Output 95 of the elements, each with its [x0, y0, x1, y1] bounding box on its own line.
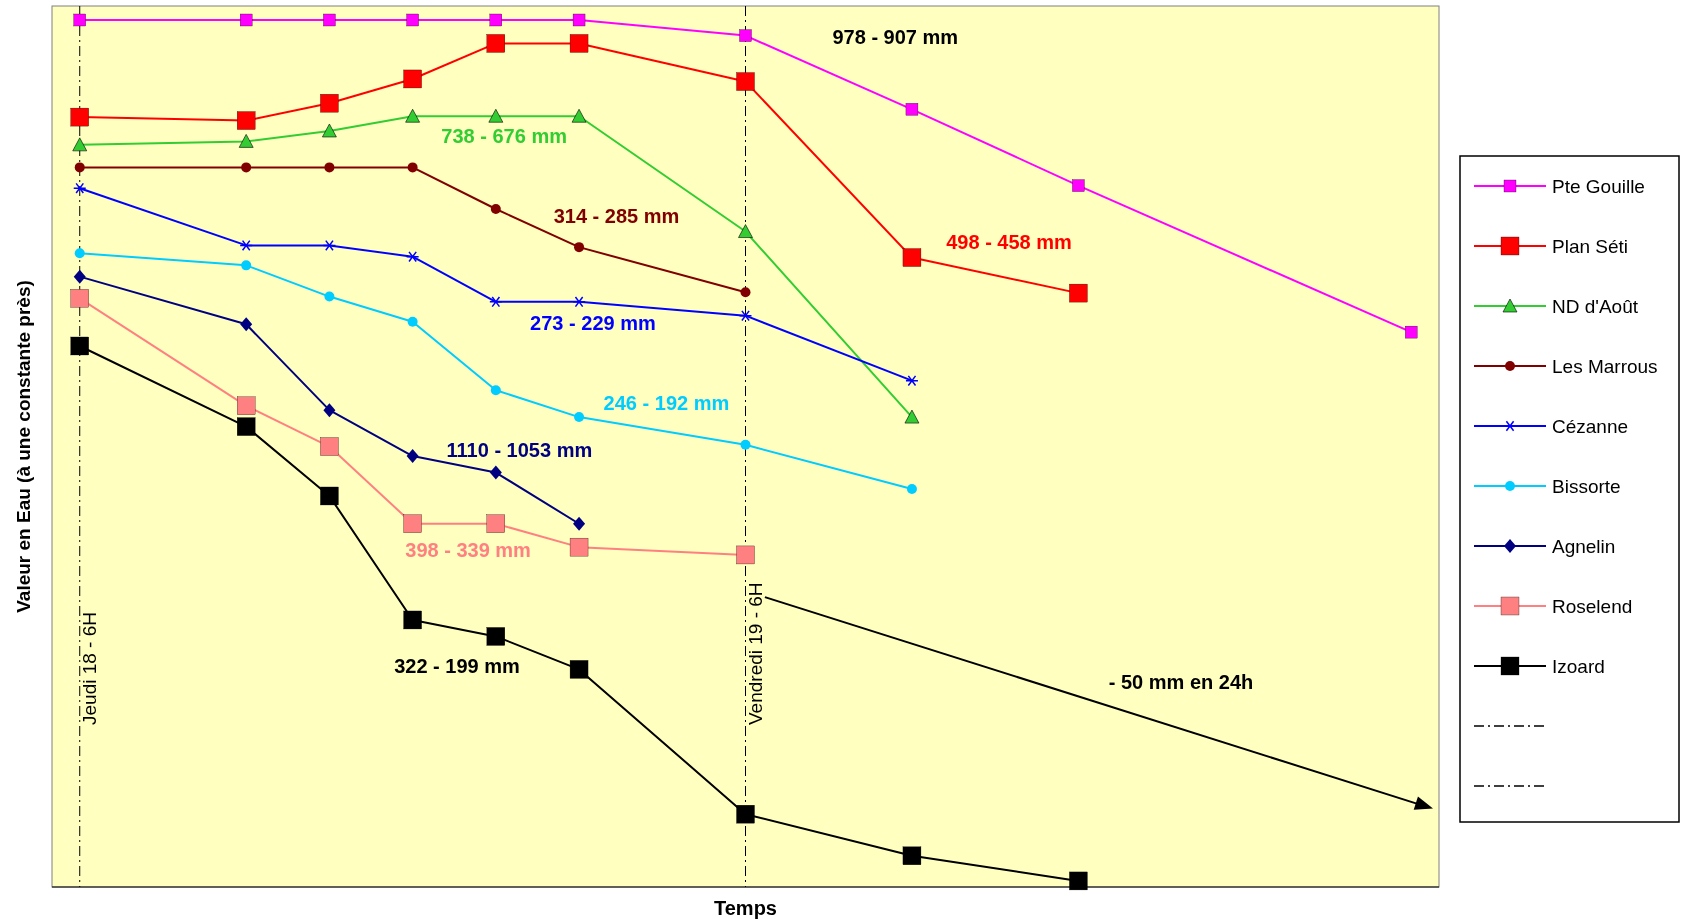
point — [738, 224, 753, 238]
legend-label: Izoard — [1552, 655, 1605, 677]
point — [324, 291, 335, 302]
point — [572, 13, 586, 27]
point — [407, 316, 418, 327]
x-axis-title: Temps — [714, 897, 777, 919]
point — [574, 412, 585, 423]
point — [73, 269, 86, 284]
point — [240, 13, 253, 27]
point — [403, 69, 422, 89]
annotation: 314 - 285 mm — [553, 204, 680, 227]
point — [1069, 871, 1088, 891]
point — [239, 239, 253, 251]
legend-label: Pte Gouille — [1552, 175, 1645, 197]
annotation: 1110 - 1053 mm — [446, 439, 593, 462]
annotation: 246 - 192 mm — [603, 392, 730, 415]
legend-label: Roselend — [1552, 595, 1633, 617]
point — [486, 627, 505, 646]
y-axis-title: Valeur en Eau (à une constante près) — [13, 280, 34, 613]
point — [70, 107, 89, 127]
annotation: Vendredi 19 - 6H — [744, 582, 766, 725]
point — [489, 13, 502, 27]
point — [320, 486, 339, 506]
point — [1069, 283, 1088, 303]
point — [740, 439, 751, 450]
point — [902, 846, 922, 865]
point — [486, 34, 505, 53]
point — [902, 248, 922, 267]
point — [738, 310, 753, 322]
point — [74, 248, 85, 259]
point — [237, 111, 256, 130]
point — [572, 296, 586, 308]
point — [490, 385, 501, 396]
point — [405, 251, 420, 263]
point — [571, 108, 587, 123]
point — [740, 287, 751, 298]
point — [488, 108, 504, 123]
point — [406, 449, 419, 464]
point — [569, 660, 589, 679]
point — [241, 260, 252, 271]
point — [904, 409, 920, 424]
point — [1405, 325, 1418, 339]
point — [569, 537, 589, 557]
point — [486, 514, 505, 533]
legend-label: Bissorte — [1552, 475, 1621, 497]
point — [574, 242, 585, 253]
point — [490, 204, 501, 215]
annotation: 978 - 907 mm — [832, 25, 959, 48]
point — [72, 137, 88, 152]
legend-label: Plan Séti — [1552, 235, 1629, 257]
point — [237, 417, 256, 436]
point — [1072, 179, 1085, 192]
point — [573, 516, 586, 531]
point — [407, 162, 418, 173]
point — [736, 805, 755, 824]
point — [322, 239, 337, 251]
point — [739, 29, 752, 42]
annotation: - 50 mm en 24h — [1108, 670, 1254, 693]
point — [324, 162, 335, 173]
point — [323, 403, 336, 418]
point — [406, 13, 419, 27]
annotation: 498 - 458 mm — [946, 231, 1072, 254]
point — [70, 336, 89, 356]
point — [489, 465, 502, 480]
legend-label: ND d'Août — [1552, 295, 1639, 317]
annotation: 398 - 339 mm — [405, 539, 531, 562]
point — [320, 437, 339, 456]
point — [403, 610, 422, 630]
point — [906, 484, 917, 495]
point — [323, 13, 336, 27]
annotation: 273 - 229 mm — [530, 312, 656, 335]
annotation: 738 - 676 mm — [441, 125, 567, 148]
legend-label: Les Marrous — [1552, 355, 1658, 377]
point — [237, 396, 256, 415]
legend-label: Agnelin — [1552, 535, 1616, 557]
point — [736, 545, 755, 565]
point — [905, 103, 919, 116]
point — [72, 182, 87, 194]
legend-label: Cézanne — [1552, 415, 1629, 437]
point — [736, 72, 755, 91]
point — [73, 13, 86, 27]
point — [241, 162, 252, 173]
point — [74, 162, 85, 173]
point — [322, 123, 337, 138]
point — [569, 34, 589, 53]
point — [70, 289, 89, 308]
point — [489, 296, 503, 308]
annotation: 322 - 199 mm — [394, 654, 520, 677]
point — [405, 108, 420, 123]
annotation: Jeudi 18 - 6H — [78, 611, 100, 725]
point — [320, 94, 339, 113]
point — [403, 514, 422, 533]
point — [238, 134, 254, 148]
point — [240, 317, 253, 332]
point — [905, 375, 919, 387]
